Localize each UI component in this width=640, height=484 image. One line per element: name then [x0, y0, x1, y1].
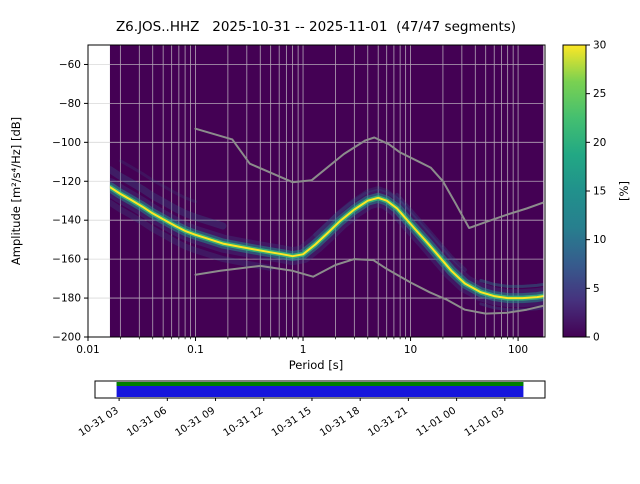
colorbar-tick-label: 25: [593, 88, 606, 100]
y-tick-label: −80: [59, 98, 81, 110]
time-tick-label: 11-01 00: [415, 405, 459, 439]
y-tick-label: −160: [52, 254, 81, 266]
x-tick-label: 1: [300, 344, 307, 356]
noise-model-high-line: [194, 127, 544, 229]
psd-scatter-streak: [109, 166, 227, 230]
colorbar-tick-label: 10: [593, 234, 606, 246]
time-tick-label: 10-31 15: [270, 405, 314, 439]
timeline-segments-stripe: [116, 382, 524, 386]
gridlines: [87, 45, 545, 338]
time-tick-label: 10-31 21: [366, 405, 410, 439]
colorbar-tick-label: 15: [593, 186, 606, 198]
x-tick-label: 0.1: [187, 344, 204, 356]
y-tick-label: −200: [52, 332, 81, 344]
time-tick-label: 10-31 03: [77, 405, 121, 439]
y-tick-label: −60: [59, 59, 81, 71]
colorbar-tick-label: 20: [593, 137, 606, 149]
colorbar: 0 5 10 15 20 25 30: [562, 40, 606, 344]
x-tick-label: 100: [508, 344, 528, 356]
colorbar-label: [%]: [617, 181, 631, 201]
x-tick-label: 0.01: [76, 344, 99, 356]
psd-histogram: [109, 159, 544, 312]
time-tick-label: 11-01 03: [463, 405, 507, 439]
time-tick-label: 10-31 09: [173, 405, 217, 439]
plot-frame: [87, 44, 546, 338]
colorbar-gradient: [562, 44, 587, 338]
time-tick-label: 10-31 06: [125, 405, 169, 439]
time-tick-label: 10-31 18: [318, 405, 362, 439]
y-axis-label: Amplitude [m²/s⁴/Hz] [dB]: [9, 117, 23, 265]
psd-scatter-streak: [479, 302, 544, 312]
timeline-bar: 10-31 03 10-31 06 10-31 09 10-31 12 10-31 15…: [77, 380, 546, 439]
colorbar-tick-label: 5: [593, 283, 600, 295]
x-tick-label: 10: [404, 344, 417, 356]
psd-scatter-streak: [313, 186, 408, 237]
psd-band: [109, 186, 544, 300]
colorbar-tick-label: 0: [593, 332, 600, 344]
plot-area: 0.01 0.1 1 10 100 −200 −180 −160 −140 −120 −100 −80…: [52, 44, 546, 356]
psd-scatter-streak: [109, 199, 274, 271]
chart-title: Z6.JOS..HHZ 2025-10-31 -- 2025-11-01 (47…: [116, 19, 516, 35]
time-tick-label: 10-31 12: [222, 405, 266, 439]
y-tick-label: −140: [52, 215, 81, 227]
y-tick-label: −180: [52, 293, 81, 305]
psd-scatter-streak: [479, 279, 544, 288]
colorbar-tick-label: 30: [593, 40, 606, 52]
y-tick-label: −120: [52, 176, 81, 188]
y-tick-label: −100: [52, 137, 81, 149]
psd-scatter-streak: [118, 159, 197, 204]
noise-model-low-line: [194, 258, 544, 315]
psd-scatter-streak: [395, 192, 467, 272]
x-axis-label: Period [s]: [289, 358, 343, 372]
